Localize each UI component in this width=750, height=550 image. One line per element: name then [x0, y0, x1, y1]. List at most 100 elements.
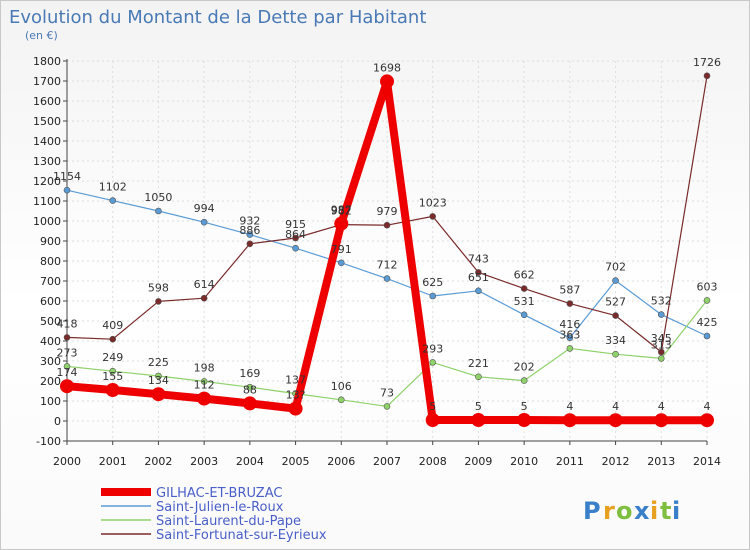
point-gilhac-et-bruzac-2013 — [654, 413, 669, 428]
label-saint-julien-le-roux-2009: 651 — [468, 271, 489, 284]
label-saint-fortunat-sur-eyrieux-2001: 409 — [102, 319, 123, 332]
xtick-label-2012: 2012 — [602, 455, 630, 468]
label-gilhac-et-bruzac-2000: 174 — [57, 366, 78, 379]
point-saint-fortunat-sur-eyrieux-2010 — [520, 285, 528, 292]
logo-letter-5: t — [660, 497, 671, 525]
xtick-label-2013: 2013 — [647, 455, 675, 468]
xtick-label-2014: 2014 — [693, 455, 721, 468]
label-saint-julien-le-roux-2010: 531 — [514, 295, 535, 308]
label-saint-fortunat-sur-eyrieux-2002: 598 — [148, 281, 169, 294]
point-saint-fortunat-sur-eyrieux-2011 — [566, 300, 574, 307]
ytick-label-0: 0 — [54, 415, 61, 428]
label-saint-julien-le-roux-2002: 1050 — [144, 191, 172, 204]
data-labels: 174 155 134 112 88 13? 987 1698 5 5 5 4 4 4 4 1154 1102 1… — [53, 56, 721, 413]
label-gilhac-et-bruzac-2014: 4 — [704, 400, 711, 413]
point-saint-laurent-du-pape-2012 — [612, 350, 619, 358]
label-saint-julien-le-roux-2006: 791 — [331, 243, 352, 256]
logo-letter-6: i — [672, 497, 680, 525]
ytick-label-1600: 1600 — [33, 95, 61, 108]
axes: -100 0 100 200 300 400 500 600 700 800 900 1000 1100… — [33, 55, 721, 468]
point-saint-julien-le-roux-2007 — [383, 275, 391, 282]
point-gilhac-et-bruzac-2011 — [562, 413, 577, 428]
label-gilhac-et-bruzac-2011: 4 — [566, 400, 573, 413]
label-saint-laurent-du-pape-2012: 334 — [605, 334, 626, 347]
ytick-label-1200: 1200 — [33, 175, 61, 188]
label-gilhac-et-bruzac-2001: 155 — [102, 370, 123, 383]
logo-letter-1: r — [603, 497, 615, 525]
ytick-label-1800: 1800 — [33, 55, 61, 68]
xtick-label-2008: 2008 — [419, 455, 447, 468]
label-saint-julien-le-roux-2001: 1102 — [99, 181, 127, 194]
label-saint-julien-le-roux-2011: 416 — [559, 318, 580, 331]
ytick-label-600: 600 — [40, 295, 61, 308]
label-saint-julien-le-roux-2008: 625 — [422, 276, 443, 289]
legend: GILHAC-ET-BRUZACSaint-Julien-le-RouxSain… — [101, 486, 327, 543]
chart-title: Evolution du Montant de la Dette par Hab… — [9, 7, 426, 28]
label-saint-fortunat-sur-eyrieux-2005: 915 — [285, 218, 306, 231]
logo-letter-3: x — [634, 497, 650, 525]
point-saint-julien-le-roux-2011 — [566, 334, 574, 342]
label-saint-fortunat-sur-eyrieux-2008: 1023 — [419, 196, 447, 209]
label-saint-fortunat-sur-eyrieux-2009: 743 — [468, 252, 489, 265]
point-saint-laurent-du-pape-2002 — [155, 372, 162, 380]
ytick-label-700: 700 — [40, 275, 61, 288]
point-saint-julien-le-roux-2010 — [520, 311, 528, 319]
point-saint-fortunat-sur-eyrieux-2009 — [475, 269, 482, 276]
point-gilhac-et-bruzac-2001 — [105, 383, 120, 397]
label-gilhac-et-bruzac-2013: 4 — [658, 400, 665, 413]
point-saint-laurent-du-pape-2003 — [200, 378, 208, 385]
ytick-label-500: 500 — [40, 315, 61, 328]
point-saint-fortunat-sur-eyrieux-2008 — [429, 213, 437, 220]
label-saint-laurent-du-pape-2000: 273 — [57, 346, 78, 359]
label-saint-fortunat-sur-eyrieux-2011: 587 — [559, 284, 580, 297]
label-saint-laurent-du-pape-2011: 363 — [559, 328, 580, 341]
point-gilhac-et-bruzac-2009 — [471, 413, 486, 427]
label-saint-laurent-du-pape-2006: 106 — [331, 380, 352, 393]
xtick-label-2010: 2010 — [510, 455, 538, 468]
point-saint-julien-le-roux-2012 — [612, 277, 619, 284]
label-saint-julien-le-roux-2000: 1154 — [53, 170, 81, 183]
ytick-label-100: 100 — [40, 395, 61, 408]
point-saint-laurent-du-pape-2009 — [475, 373, 482, 381]
point-saint-fortunat-sur-eyrieux-2000 — [63, 334, 71, 341]
xtick-label-2000: 2000 — [53, 455, 81, 468]
point-saint-fortunat-sur-eyrieux-2001 — [109, 335, 117, 343]
xtick-label-2011: 2011 — [556, 455, 584, 468]
point-saint-laurent-du-pape-2000 — [63, 363, 71, 370]
point-saint-julien-le-roux-2003 — [200, 218, 208, 226]
label-saint-fortunat-sur-eyrieux-2010: 662 — [514, 269, 535, 282]
label-gilhac-et-bruzac-2009: 5 — [475, 400, 482, 413]
legend-label-saint-laurent-du-pape: Saint-Laurent-du-Pape — [156, 514, 301, 529]
label-saint-laurent-du-pape-2013: 313 — [651, 338, 672, 351]
point-saint-julien-le-roux-2008 — [429, 292, 437, 300]
label-gilhac-et-bruzac-2006: 987 — [331, 204, 352, 217]
label-saint-fortunat-sur-eyrieux-2012: 527 — [605, 296, 626, 309]
label-gilhac-et-bruzac-2002: 134 — [148, 374, 169, 387]
logo-letter-2: o — [616, 497, 633, 525]
chart-subtitle: (en €) — [25, 29, 58, 42]
legend-label-saint-fortunat-sur-eyrieux: Saint-Fortunat-sur-Eyrieux — [156, 528, 327, 543]
label-saint-laurent-du-pape-2007: 73 — [380, 386, 394, 399]
point-saint-fortunat-sur-eyrieux-2002 — [155, 298, 162, 305]
point-saint-fortunat-sur-eyrieux-2003 — [200, 294, 208, 302]
point-gilhac-et-bruzac-2008 — [425, 413, 440, 427]
point-saint-fortunat-sur-eyrieux-2012 — [612, 312, 619, 319]
label-saint-julien-le-roux-2007: 712 — [377, 259, 398, 272]
label-saint-fortunat-sur-eyrieux-2004: 886 — [239, 224, 260, 237]
point-gilhac-et-bruzac-2000 — [60, 379, 74, 394]
label-saint-julien-le-roux-2004: 932 — [239, 215, 260, 228]
point-gilhac-et-bruzac-2003 — [197, 391, 212, 406]
label-gilhac-et-bruzac-2003: 112 — [194, 379, 215, 392]
ytick-label-1300: 1300 — [33, 155, 61, 168]
point-saint-laurent-du-pape-2010 — [520, 377, 528, 384]
ytick-label-400: 400 — [40, 335, 61, 348]
point-saint-laurent-du-pape-2006 — [337, 396, 345, 404]
ytick-label-1500: 1500 — [33, 115, 61, 128]
label-saint-julien-le-roux-2003: 994 — [194, 202, 215, 215]
point-saint-fortunat-sur-eyrieux-2013 — [657, 348, 665, 356]
series-group — [60, 72, 714, 428]
legend-label-gilhac-et-bruzac: GILHAC-ET-BRUZAC — [156, 486, 282, 501]
